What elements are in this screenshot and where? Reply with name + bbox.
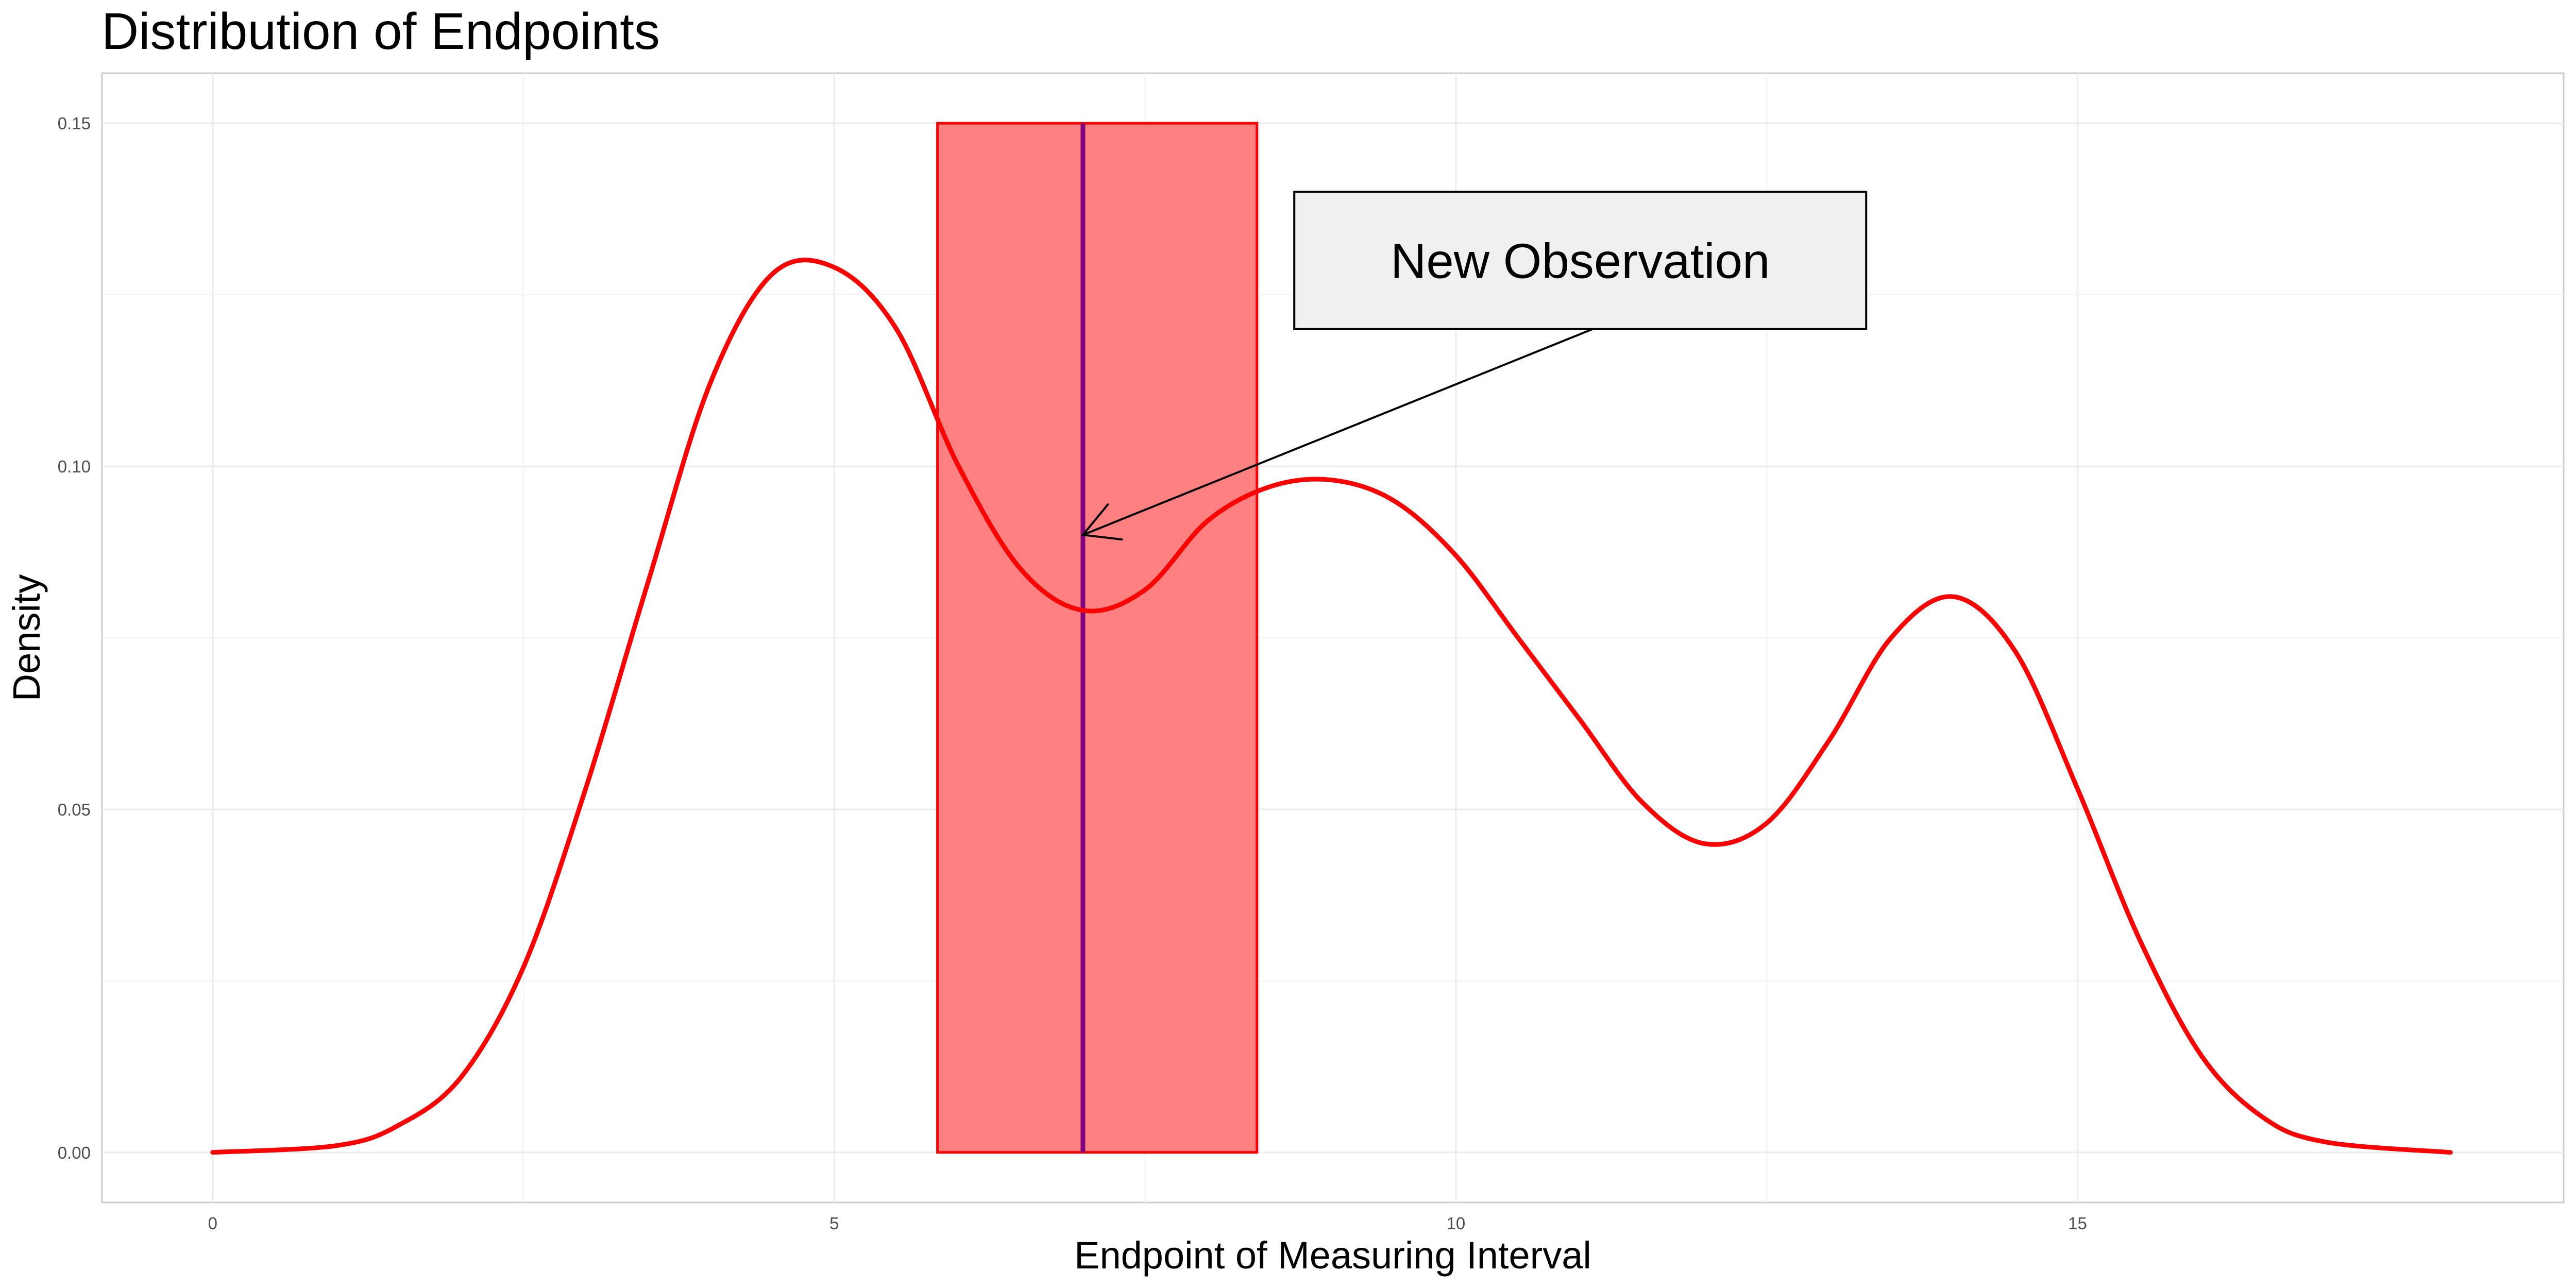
x-tick-label: 10 (1447, 1214, 1466, 1233)
x-tick-label: 15 (2068, 1214, 2087, 1233)
curve-layer (210, 258, 2453, 1155)
x-axis-title: Endpoint of Measuring Interval (1074, 1234, 1591, 1277)
density-curve (210, 258, 2453, 1155)
annotation-layer: New Observation (1081, 191, 1868, 541)
y-tick-label: 0.00 (58, 1143, 91, 1162)
interval-rectangle (936, 122, 1259, 1154)
y-axis-title: Density (5, 574, 48, 702)
annotation-box (1293, 191, 1868, 330)
x-axis-ticks: 0 5 10 15 (208, 1214, 2087, 1233)
x-tick-label: 5 (829, 1214, 839, 1233)
y-tick-label: 0.15 (58, 114, 91, 133)
annotation-arrow-head (1081, 503, 1123, 541)
interval-layer (936, 122, 1259, 1154)
x-tick-label: 0 (208, 1214, 217, 1233)
plot-panel: New Observation (101, 72, 2565, 1204)
chart-title: Distribution of Endpoints (101, 3, 660, 60)
annotation-arrow-line (1082, 328, 1594, 536)
y-tick-label: 0.05 (58, 800, 91, 819)
annotation-label: New Observation (1391, 234, 1770, 289)
grid-major (102, 73, 2564, 1202)
y-axis-ticks: 0.00 0.05 0.10 0.15 (58, 114, 91, 1162)
y-tick-label: 0.10 (58, 457, 91, 476)
